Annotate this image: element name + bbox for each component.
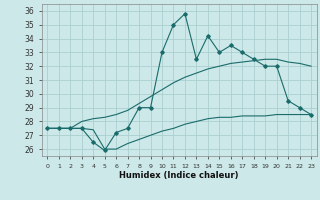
X-axis label: Humidex (Indice chaleur): Humidex (Indice chaleur) [119, 171, 239, 180]
